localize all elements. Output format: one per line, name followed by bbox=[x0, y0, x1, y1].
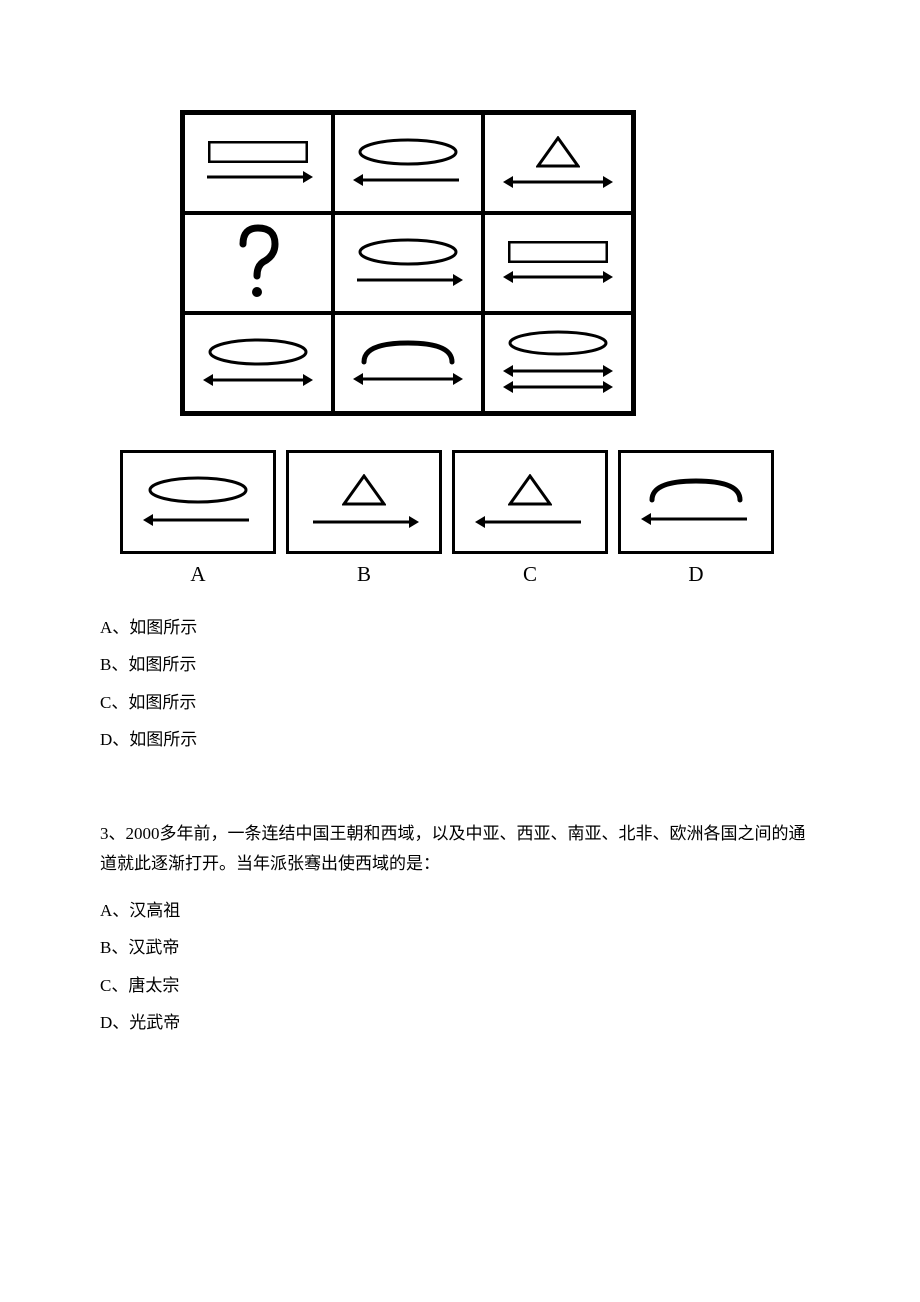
question-3-text: 3、2000多年前，一条连结中国王朝和西域，以及中亚、西亚、南亚、北非、欧洲各国… bbox=[100, 819, 820, 880]
option-cell-c bbox=[452, 450, 608, 554]
question-mark-icon bbox=[233, 224, 283, 302]
triangle-shape bbox=[508, 474, 552, 506]
grid-cell bbox=[333, 113, 483, 213]
option-label-b: B bbox=[286, 562, 442, 587]
triangle-shape bbox=[536, 136, 580, 168]
arrow-left bbox=[641, 511, 751, 527]
arrow-double bbox=[503, 174, 613, 190]
arrow-left bbox=[475, 514, 585, 530]
ellipse-shape bbox=[148, 476, 248, 504]
rectangle-shape bbox=[208, 141, 308, 163]
option-label-d: D bbox=[618, 562, 774, 587]
arrow-right bbox=[309, 514, 419, 530]
grid-cell bbox=[483, 313, 633, 413]
grid-cell bbox=[483, 213, 633, 313]
answer-line-c: C、如图所示 bbox=[100, 684, 820, 721]
ellipse-shape bbox=[208, 338, 308, 366]
option-labels: A B C D bbox=[120, 562, 820, 587]
option-cell-d bbox=[618, 450, 774, 554]
arc-shape bbox=[358, 339, 458, 365]
option-cell-a bbox=[120, 450, 276, 554]
q3-option-a: A、汉高祖 bbox=[100, 892, 820, 929]
arrow-double bbox=[353, 371, 463, 387]
q3-option-d: D、光武帝 bbox=[100, 1004, 820, 1041]
arrow-double-pair bbox=[503, 362, 613, 396]
question-3: 3、2000多年前，一条连结中国王朝和西域，以及中亚、西亚、南亚、北非、欧洲各国… bbox=[100, 819, 820, 1042]
grid-cell bbox=[183, 313, 333, 413]
ellipse-shape bbox=[508, 330, 608, 356]
answer-list: A、如图所示 B、如图所示 C、如图所示 D、如图所示 bbox=[100, 609, 820, 759]
arrow-double bbox=[503, 269, 613, 285]
option-label-a: A bbox=[120, 562, 276, 587]
grid-cell bbox=[333, 313, 483, 413]
arrow-right bbox=[353, 272, 463, 288]
ellipse-shape bbox=[358, 138, 458, 166]
arc-shape bbox=[646, 477, 746, 503]
answer-line-d: D、如图所示 bbox=[100, 721, 820, 758]
grid-cell bbox=[333, 213, 483, 313]
answer-line-b: B、如图所示 bbox=[100, 646, 820, 683]
answer-line-a: A、如图所示 bbox=[100, 609, 820, 646]
puzzle-grid bbox=[180, 110, 636, 416]
grid-cell-question bbox=[183, 213, 333, 313]
q3-option-b: B、汉武帝 bbox=[100, 929, 820, 966]
arrow-left bbox=[353, 172, 463, 188]
option-label-c: C bbox=[452, 562, 608, 587]
q3-option-c: C、唐太宗 bbox=[100, 967, 820, 1004]
grid-cell bbox=[483, 113, 633, 213]
arrow-double bbox=[203, 372, 313, 388]
option-cell-b bbox=[286, 450, 442, 554]
triangle-shape bbox=[342, 474, 386, 506]
rectangle-shape bbox=[508, 241, 608, 263]
arrow-left bbox=[143, 512, 253, 528]
arrow-right bbox=[203, 169, 313, 185]
option-row bbox=[120, 450, 820, 554]
grid-cell bbox=[183, 113, 333, 213]
ellipse-shape bbox=[358, 238, 458, 266]
